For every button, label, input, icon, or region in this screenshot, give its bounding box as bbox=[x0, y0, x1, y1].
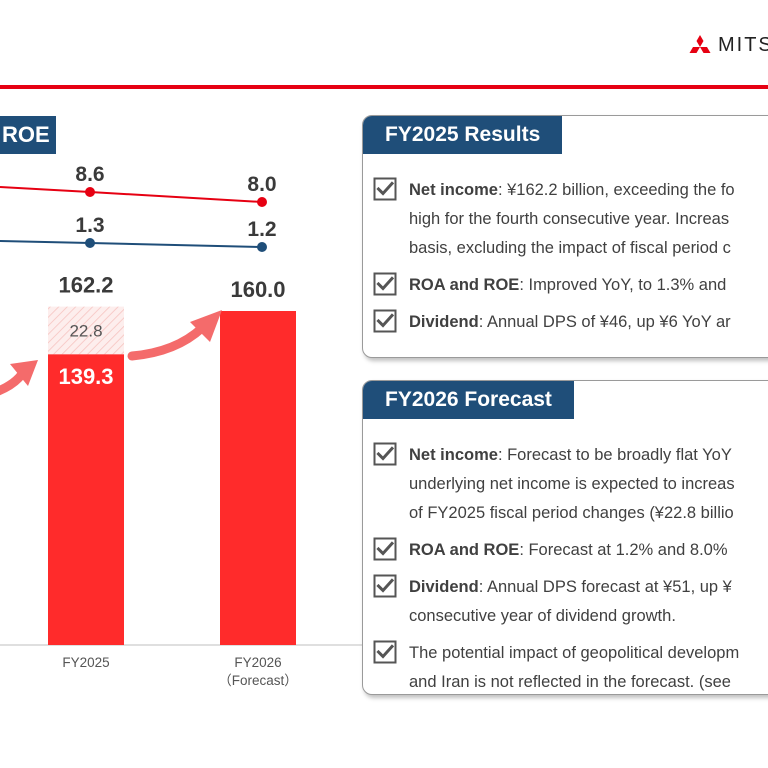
item-heading: Dividend bbox=[409, 313, 479, 331]
roa-point bbox=[257, 242, 267, 252]
roa-point bbox=[85, 238, 95, 248]
item-line: of FY2025 fiscal period changes (¥22.8 b… bbox=[409, 504, 734, 522]
checkbox-icon bbox=[373, 574, 397, 598]
item-heading: Dividend bbox=[409, 578, 479, 596]
roe-line bbox=[89, 191, 263, 203]
total-value-label: 160.0 bbox=[230, 277, 285, 302]
roa-line-lead bbox=[0, 240, 91, 244]
list-item: ROA and ROE: Improved YoY, to 1.3% and bbox=[373, 271, 768, 300]
roe-line-lead bbox=[0, 186, 91, 193]
forecast-title: FY2026 Forecast bbox=[363, 381, 574, 419]
header-divider bbox=[0, 85, 768, 89]
item-heading: ROA and ROE bbox=[409, 541, 520, 559]
logo-text: MITS bbox=[718, 34, 768, 56]
forecast-list: Net income: Forecast to be broadly flat … bbox=[373, 441, 768, 705]
bar-value-label: 139.3 bbox=[58, 364, 113, 389]
list-item-text: ROA and ROE: Improved YoY, to 1.3% and bbox=[409, 271, 726, 300]
three-diamonds-icon bbox=[689, 34, 711, 53]
results-title: FY2025 Results bbox=[363, 116, 563, 154]
growth-arrow-right-head bbox=[190, 310, 222, 342]
list-item: Dividend: Annual DPS forecast at ¥51, up… bbox=[373, 573, 768, 631]
growth-arrow-left-shaft bbox=[0, 369, 27, 396]
checkbox-icon bbox=[373, 309, 397, 333]
bar-fy2026 bbox=[220, 311, 296, 645]
item-line: : Annual DPS of ¥46, up ¥6 YoY ar bbox=[478, 313, 731, 331]
checkbox-icon bbox=[373, 537, 397, 561]
item-line: : Annual DPS forecast at ¥51, up ¥ bbox=[478, 578, 732, 596]
roe-value-label: 8.0 bbox=[247, 173, 276, 196]
roe-value-label: 8.6 bbox=[75, 163, 104, 186]
item-line: consecutive year of dividend growth. bbox=[409, 607, 676, 625]
roe-point bbox=[85, 187, 95, 197]
growth-arrow-right-shaft bbox=[127, 323, 207, 361]
roa-value-label: 1.2 bbox=[247, 218, 276, 241]
chart-section-title: ROE bbox=[0, 116, 56, 154]
results-list: Net income: ¥162.2 billion, exceeding th… bbox=[373, 176, 768, 345]
item-line: and Iran is not reflected in the forecas… bbox=[409, 673, 731, 691]
item-heading: ROA and ROE bbox=[409, 276, 520, 294]
list-item-text: The potential impact of geopolitical dev… bbox=[409, 639, 739, 697]
item-line: basis, excluding the impact of fiscal pe… bbox=[409, 239, 731, 257]
bar-fy2025 bbox=[48, 354, 124, 645]
item-line: The potential impact of geopolitical dev… bbox=[409, 644, 740, 662]
checkbox-icon bbox=[373, 177, 397, 201]
list-item-text: Dividend: Annual DPS of ¥46, up ¥6 YoY a… bbox=[409, 308, 731, 337]
item-line: : Forecast to be broadly flat YoY bbox=[497, 446, 732, 464]
list-item-text: Dividend: Annual DPS forecast at ¥51, up… bbox=[409, 573, 732, 631]
item-line: high for the fourth consecutive year. In… bbox=[409, 210, 730, 228]
item-heading: Net income bbox=[409, 446, 498, 464]
list-item: ROA and ROE: Forecast at 1.2% and 8.0% bbox=[373, 536, 768, 565]
item-line: underlying net income is expected to inc… bbox=[409, 475, 735, 493]
item-line: : Forecast at 1.2% and 8.0% bbox=[519, 541, 728, 559]
company-logo: MITS bbox=[688, 34, 768, 57]
list-item-text: ROA and ROE: Forecast at 1.2% and 8.0% bbox=[409, 536, 728, 565]
category-label: FY2025 bbox=[62, 655, 109, 670]
list-item: Net income: ¥162.2 billion, exceeding th… bbox=[373, 176, 768, 263]
item-line: : Improved YoY, to 1.3% and bbox=[519, 276, 727, 294]
list-item-text: Net income: ¥162.2 billion, exceeding th… bbox=[409, 176, 735, 263]
checkbox-icon bbox=[373, 272, 397, 296]
growth-arrow-left-head bbox=[10, 360, 38, 386]
total-value-label: 162.2 bbox=[58, 272, 113, 297]
forecast-panel: FY2026 Forecast Net income: Forecast to … bbox=[362, 380, 768, 695]
roe-point bbox=[257, 197, 267, 207]
item-line: : ¥162.2 billion, exceeding the fo bbox=[497, 181, 735, 199]
list-item: The potential impact of geopolitical dev… bbox=[373, 639, 768, 697]
checkbox-icon bbox=[373, 640, 397, 664]
list-item: Dividend: Annual DPS of ¥46, up ¥6 YoY a… bbox=[373, 308, 768, 337]
net-income-chart: 139.3 22.8 162.2 160.0 FY2025 FY2026 （Forecast… bbox=[0, 163, 362, 688]
category-label: FY2026 bbox=[234, 655, 281, 670]
item-heading: Net income bbox=[409, 181, 498, 199]
segment-value-label: 22.8 bbox=[69, 321, 102, 340]
list-item: Net income: Forecast to be broadly flat … bbox=[373, 441, 768, 528]
checkbox-icon bbox=[373, 442, 397, 466]
list-item-text: Net income: Forecast to be broadly flat … bbox=[409, 441, 735, 528]
roa-line bbox=[89, 242, 263, 248]
bar-segment-fiscal-change bbox=[48, 306, 124, 355]
roa-value-label: 1.3 bbox=[75, 214, 104, 237]
results-panel: FY2025 Results Net income: ¥162.2 billio… bbox=[362, 115, 768, 358]
category-label: （Forecast） bbox=[218, 673, 298, 688]
